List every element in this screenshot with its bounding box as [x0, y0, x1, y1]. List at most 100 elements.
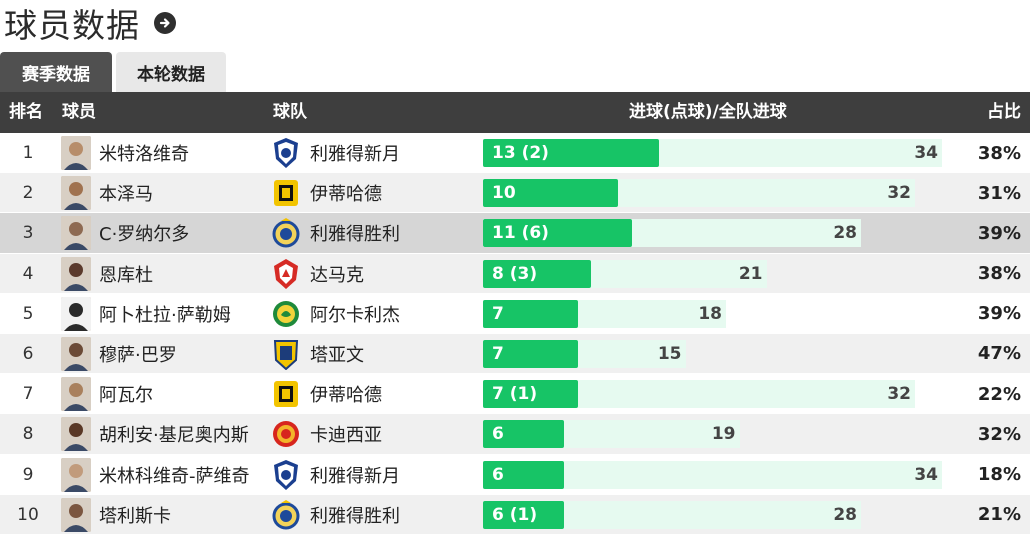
player-avatar[interactable]: [61, 136, 91, 170]
goal-share: 47%: [977, 343, 1021, 365]
player-name[interactable]: 胡利安·基尼奥内斯: [99, 425, 249, 447]
team-goals-label: 34: [914, 464, 938, 485]
player-avatar[interactable]: [61, 417, 91, 452]
player-avatar[interactable]: [61, 377, 91, 412]
team-goals-label: 34: [914, 143, 938, 163]
player-goals-label: 11 (6): [492, 223, 549, 244]
al-nassr-badge-icon: [272, 217, 300, 249]
header-rank[interactable]: 排名: [9, 102, 43, 122]
al-hilal-badge-icon: [272, 137, 300, 169]
table-row[interactable]: 5 阿卜杜拉·萨勒姆 阿尔卡利杰 7 18 39%: [0, 293, 1030, 334]
table-row[interactable]: 1 米特洛维奇 利雅得新月 13 (2) 34 38%: [0, 133, 1030, 174]
team-goals-label: 18: [698, 303, 722, 324]
header-goals[interactable]: 进球(点球)/全队进球: [629, 102, 787, 122]
page-title: 球员数据: [4, 6, 140, 45]
player-goals-bar: [483, 380, 578, 409]
team-name[interactable]: 利雅得新月: [310, 144, 400, 165]
player-goals-bar: [483, 219, 632, 248]
player-name[interactable]: 米林科维奇-萨维奇: [99, 465, 250, 487]
table-row[interactable]: 7 阿瓦尔 伊蒂哈德 7 (1) 32 22%: [0, 374, 1030, 415]
al-taawoun-badge-icon: [272, 338, 300, 370]
table-row[interactable]: 2 本泽马 伊蒂哈德 10 32 31%: [0, 173, 1030, 214]
scorers-table: 排名 球员 球队 进球(点球)/全队进球 占比 1 米特洛维奇 利雅得新月 13 (2…: [0, 92, 1030, 535]
goal-share: 18%: [977, 464, 1021, 485]
rank-cell: 10: [17, 504, 39, 525]
tab-season-stats[interactable]: 赛季数据: [0, 52, 112, 92]
table-row[interactable]: 8 胡利安·基尼奥内斯 卡迪西亚 6 19 32%: [0, 414, 1030, 455]
table-body: 1 米特洛维奇 利雅得新月 13 (2) 34 38% 2 本泽马 伊蒂哈德 10 32 31% 3 C·…: [0, 133, 1030, 535]
al-qadsiah-badge-icon: [272, 418, 300, 450]
player-goals-label: 7: [492, 343, 504, 364]
tab-round-stats[interactable]: 本轮数据: [116, 52, 226, 92]
rank-cell: 7: [22, 384, 34, 405]
header-pct[interactable]: 占比: [987, 102, 1021, 122]
player-name[interactable]: 阿瓦尔: [99, 385, 153, 407]
team-name[interactable]: 卡迪西亚: [310, 425, 382, 447]
player-avatar[interactable]: [61, 457, 91, 492]
goal-share: 39%: [977, 222, 1021, 244]
player-avatar[interactable]: [61, 336, 91, 371]
header-team[interactable]: 球队: [273, 102, 307, 122]
player-goals-label: 10: [492, 183, 516, 204]
arrow-right-circle-icon[interactable]: [154, 12, 176, 34]
player-avatar[interactable]: [61, 256, 91, 291]
player-goals-bar: [483, 460, 564, 489]
goal-share: 38%: [977, 263, 1021, 285]
player-goals-label: 13 (2): [492, 143, 549, 163]
goal-share: 39%: [977, 303, 1021, 325]
rank-cell: 1: [22, 143, 34, 163]
rank-cell: 9: [22, 464, 34, 485]
al-ittihad-badge-icon: [272, 177, 300, 209]
team-name[interactable]: 达马克: [310, 264, 364, 286]
rank-cell: 4: [22, 263, 34, 284]
player-avatar[interactable]: [61, 296, 91, 331]
goal-share: 21%: [977, 504, 1021, 526]
player-avatar[interactable]: [61, 497, 91, 532]
player-goals-bar: [483, 500, 564, 529]
title-row: 球员数据: [4, 0, 176, 46]
player-goals-label: 7 (1): [492, 384, 538, 405]
goal-share: 31%: [977, 182, 1021, 204]
header-player[interactable]: 球员: [62, 102, 96, 122]
team-name[interactable]: 塔亚文: [310, 344, 364, 366]
team-name[interactable]: 阿尔卡利杰: [310, 304, 400, 326]
player-name[interactable]: 本泽马: [99, 184, 153, 206]
tab-bar: 赛季数据 本轮数据: [0, 52, 230, 92]
team-name[interactable]: 利雅得胜利: [310, 224, 400, 246]
table-row[interactable]: 4 恩库杜 达马克 8 (3) 21 38%: [0, 253, 1030, 294]
player-name[interactable]: C·罗纳尔多: [99, 224, 190, 246]
player-goals-label: 6 (1): [492, 504, 538, 525]
team-name[interactable]: 利雅得新月: [310, 465, 400, 487]
player-name[interactable]: 塔利斯卡: [99, 505, 171, 527]
player-name[interactable]: 恩库杜: [99, 264, 153, 286]
rank-cell: 6: [22, 343, 34, 364]
team-goals-label: 19: [711, 424, 736, 445]
player-goals-bar: [483, 139, 659, 167]
damac-badge-icon: [272, 258, 300, 290]
player-name[interactable]: 穆萨·巴罗: [99, 344, 177, 366]
player-avatar[interactable]: [61, 216, 91, 251]
al-hilal-badge-icon: [272, 459, 300, 491]
player-avatar[interactable]: [61, 176, 91, 211]
table-row[interactable]: 9 米林科维奇-萨维奇 利雅得新月 6 34 18%: [0, 454, 1030, 495]
table-row[interactable]: 3 C·罗纳尔多 利雅得胜利 11 (6) 28 39%: [0, 213, 1030, 254]
al-ittihad-badge-icon: [272, 378, 300, 410]
team-goals-label: 28: [833, 504, 857, 525]
player-goals-bar: [483, 179, 618, 208]
al-khaleej-badge-icon: [272, 298, 300, 330]
player-goals-bar: [483, 339, 578, 368]
team-name[interactable]: 利雅得胜利: [310, 505, 400, 527]
table-row[interactable]: 6 穆萨·巴罗 塔亚文 7 15 47%: [0, 333, 1030, 375]
team-name[interactable]: 伊蒂哈德: [310, 385, 382, 407]
al-nassr-badge-icon: [272, 499, 300, 531]
goal-share: 32%: [977, 423, 1021, 445]
player-goals-label: 7: [492, 303, 504, 324]
player-goals-bar: [483, 299, 578, 328]
goal-share: 22%: [977, 383, 1021, 405]
team-name[interactable]: 伊蒂哈德: [310, 184, 382, 206]
player-name[interactable]: 米特洛维奇: [99, 144, 189, 165]
player-name[interactable]: 阿卜杜拉·萨勒姆: [99, 304, 231, 326]
team-goals-label: 32: [887, 384, 911, 405]
table-row[interactable]: 10 塔利斯卡 利雅得胜利 6 (1) 28 21%: [0, 494, 1030, 535]
goal-share: 38%: [977, 142, 1021, 164]
